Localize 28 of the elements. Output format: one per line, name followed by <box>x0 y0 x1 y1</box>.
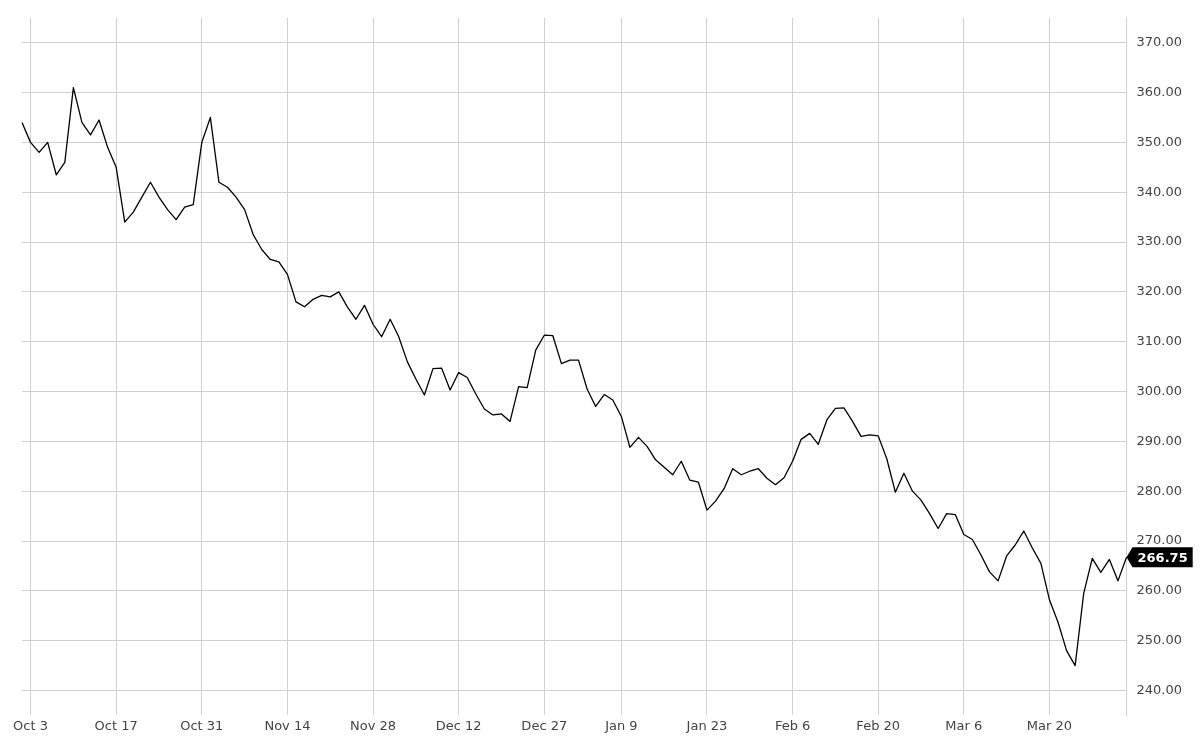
x-tick-label: Oct 17 <box>94 717 138 733</box>
x-tick-label: Oct 31 <box>180 717 224 733</box>
y-tick-label: 280.00 <box>1136 482 1183 498</box>
x-tick-label: Feb 6 <box>774 717 811 733</box>
x-tick-label: Mar 20 <box>1026 717 1073 733</box>
y-tick-label: 250.00 <box>1136 632 1183 648</box>
y-tick-label: 270.00 <box>1136 532 1183 548</box>
y-tick-label: 300.00 <box>1136 382 1183 398</box>
x-tick-label: Nov 14 <box>264 717 311 733</box>
x-tick-label: Nov 28 <box>350 717 397 733</box>
y-tick-label: 330.00 <box>1136 233 1183 249</box>
y-tick-label: 290.00 <box>1136 432 1183 448</box>
y-tick-label: 370.00 <box>1136 34 1183 50</box>
y-tick-label: 260.00 <box>1136 582 1183 598</box>
x-tick-label: Jan 9 <box>604 717 638 733</box>
y-tick-label: 310.00 <box>1136 333 1183 349</box>
x-tick-label: Feb 20 <box>856 717 901 733</box>
x-tick-label: Dec 12 <box>435 717 482 733</box>
x-tick-label: Oct 3 <box>13 717 49 733</box>
y-tick-label: 320.00 <box>1136 283 1183 299</box>
y-tick-label: 360.00 <box>1136 83 1183 99</box>
x-tick-label: Mar 6 <box>945 717 983 733</box>
y-tick-label: 350.00 <box>1136 133 1183 149</box>
y-tick-label: 340.00 <box>1136 183 1183 199</box>
y-tick-label: 240.00 <box>1136 681 1183 697</box>
text: 266.75 <box>1137 549 1188 565</box>
x-tick-label: Jan 23 <box>685 717 728 733</box>
x-tick-label: Dec 27 <box>521 717 568 733</box>
